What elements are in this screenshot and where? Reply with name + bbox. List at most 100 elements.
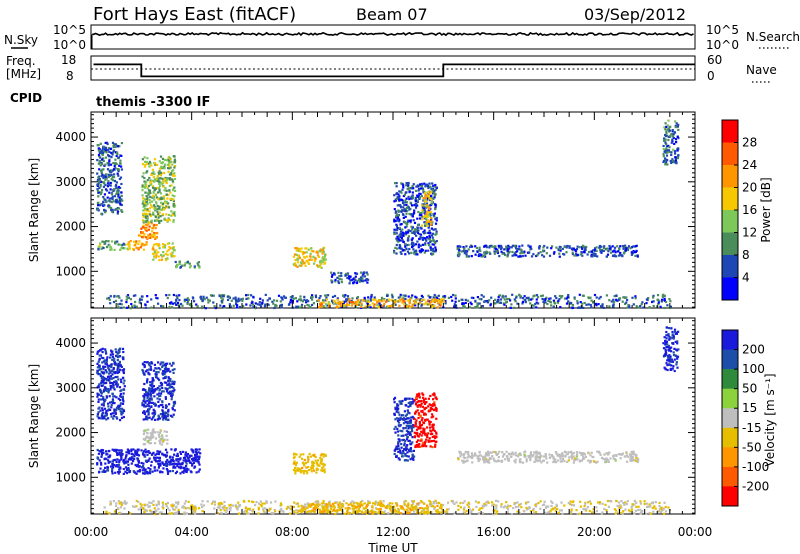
echo-cell [412,449,415,452]
echo-cell [434,183,437,187]
echo-cell [424,194,428,197]
echo-cell [319,462,322,465]
echo-cell [524,254,527,257]
echo-cell [96,362,99,365]
echo-cell [532,253,535,256]
echo-cell [395,213,398,216]
echo-cell [433,196,436,199]
echo-cell [590,250,593,253]
echo-cell [421,209,424,212]
echo-cell [114,299,118,302]
echo-cell [401,209,404,212]
echo-cell [395,215,398,218]
echo-cell [630,253,633,256]
echo-cell [535,306,538,309]
echo-cell [289,296,292,299]
echo-cell [183,466,186,469]
echo-cell [598,245,602,248]
echo-cell [528,455,531,458]
echo-cell [368,304,371,307]
echo-cell [622,247,625,250]
echo-cell [134,471,137,474]
echo-cell [518,294,521,297]
echo-cell [172,371,175,374]
echo-cell [663,126,666,129]
echo-cell [161,415,164,418]
echo-cell [558,294,561,298]
echo-cell [114,143,117,146]
echo-cell [120,209,123,212]
echo-cell [412,183,415,186]
echo-cell [144,202,147,205]
echo-cell [552,306,555,309]
echo-cell [535,254,538,258]
echo-cell [428,197,431,200]
echo-cell [156,297,159,300]
echo-cell [139,246,142,249]
echo-cell [209,294,213,297]
echo-cell [320,303,323,306]
echo-cell [427,231,430,234]
echo-cell [477,254,480,258]
echo-cell [154,163,157,166]
echo-cell [186,452,189,456]
echo-cell [602,249,605,252]
echo-cell [115,396,118,399]
echo-cell [317,255,321,258]
echo-cell [463,305,466,308]
echo-cell [113,357,116,360]
echo-cell [101,168,104,171]
echo-cell [429,440,432,443]
echo-cell [105,453,108,456]
echo-cell [99,183,102,187]
echo-cell [152,213,155,216]
echo-cell [162,305,165,308]
echo-cell [624,244,627,247]
echo-cell [596,450,599,453]
echo-cell [171,198,174,201]
echo-cell [394,431,397,434]
echo-cell [135,246,138,249]
echo-cell [661,295,664,298]
echo-cell [430,227,433,230]
echo-cell [431,413,434,416]
echo-cell [222,295,225,298]
echo-cell [413,250,416,253]
echo-cell [96,369,99,372]
echo-cell [179,452,183,455]
echo-cell [672,136,675,140]
echo-cell [457,251,460,254]
echo-cell [567,294,570,297]
echo-cell [107,180,110,183]
echo-cell [485,460,488,463]
echo-cell [398,418,401,421]
echo-cell [383,298,386,301]
echo-cell [348,298,351,301]
echo-cell [417,188,421,191]
echo-cell [207,298,210,301]
echo-cell [145,241,148,244]
echo-cell [464,298,467,301]
echo-cell [402,234,405,237]
echo-cell [141,231,144,234]
echo-cell [539,251,542,254]
echo-cell [385,305,388,308]
echo-cell [416,393,419,396]
echo-cell [408,401,411,404]
echo-cell [430,306,433,309]
echo-cell [393,232,396,236]
echo-cell [144,448,147,451]
echo-cell [145,415,148,418]
echo-cell [419,244,422,247]
echo-cell [470,303,473,306]
echo-cell [450,295,453,299]
echo-cell [107,375,110,378]
echo-cell [434,246,437,249]
echo-cell [142,172,145,175]
echo-cell [429,408,433,411]
echo-cell [107,173,110,176]
echo-cell [120,168,123,171]
echo-cell [417,246,420,249]
echo-cell [116,359,119,362]
echo-cell [315,471,318,474]
